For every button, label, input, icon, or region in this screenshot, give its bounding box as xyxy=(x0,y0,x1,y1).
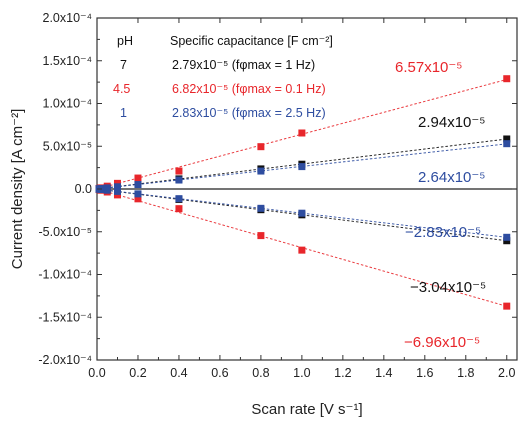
x-tick-label: 1.6 xyxy=(416,366,433,380)
data-point-ph-1-anodic xyxy=(298,163,306,171)
x-tick-label: 1.0 xyxy=(293,366,310,380)
legend-ph-7: 7 xyxy=(120,58,127,72)
slope-label-ph-4-5-anodic: 6.57x10⁻⁵ xyxy=(395,59,463,76)
data-point-ph-4-5-cathodic xyxy=(257,232,265,240)
slope-label-ph-4-5-cathodic: −6.96x10⁻⁵ xyxy=(404,334,480,351)
x-axis-title: Scan rate [V s⁻¹] xyxy=(251,401,362,418)
data-point-ph-4-5-anodic xyxy=(175,167,183,175)
slope-label-ph-1-cathodic: −2.83x10⁻⁵ xyxy=(405,224,481,241)
data-point-ph-4-5-anodic xyxy=(298,129,306,137)
data-point-ph-1-cathodic xyxy=(503,233,511,241)
data-point-ph-1-anodic xyxy=(113,183,121,191)
fit-line-ph-1-cathodic xyxy=(96,188,507,238)
data-point-ph-1-cathodic xyxy=(97,186,105,194)
data-point-ph-4-5-anodic xyxy=(503,75,511,83)
data-points xyxy=(95,75,511,310)
data-point-ph-4-5-cathodic xyxy=(175,205,183,213)
fit-line-ph-1-anodic xyxy=(96,143,507,190)
x-tick-label: 1.4 xyxy=(375,366,392,380)
legend-cap-ph-7: 2.79x10⁻⁵ (fφmax = 1 Hz) xyxy=(172,58,315,72)
x-tick-label: 0.6 xyxy=(211,366,228,380)
data-point-ph-1-anodic xyxy=(257,167,265,175)
y-axis-title: Current density [A cm⁻²] xyxy=(9,109,26,269)
data-point-ph-4-5-anodic xyxy=(257,143,265,151)
y-tick-label: -1.0x10⁻⁴ xyxy=(38,268,92,282)
x-tick-label: 0.0 xyxy=(88,366,105,380)
legend-header-ph: pH xyxy=(117,34,133,48)
y-tick-label: -2.0x10⁻⁴ xyxy=(38,353,92,367)
slope-label-ph-1-anodic: 2.64x10⁻⁵ xyxy=(418,169,486,186)
data-point-ph-1-anodic xyxy=(134,181,142,189)
y-tick-label: 5.0x10⁻⁵ xyxy=(43,139,92,153)
legend-header-capacitance: Specific capacitance [F cm⁻²] xyxy=(170,34,333,48)
y-tick-label: 2.0x10⁻⁴ xyxy=(43,11,93,25)
x-tick-label: 0.2 xyxy=(129,366,146,380)
data-point-ph-4-5-cathodic xyxy=(298,246,306,254)
axis-ticks: 0.0 0.2 0.4 0.6 0.8 1.0 1.2 1.4 1.6 1.8 2.0 2.0x10⁻… xyxy=(38,11,517,380)
data-point-ph-4-5-cathodic xyxy=(113,191,121,199)
data-point-ph-1-cathodic xyxy=(257,204,265,212)
legend: pH Specific capacitance [F cm⁻²] 7 2.79x… xyxy=(113,34,333,120)
legend-ph-1: 1 xyxy=(120,106,127,120)
legend-cap-ph-1: 2.83x10⁻⁵ (fφmax = 2.5 Hz) xyxy=(172,106,326,120)
y-tick-label: 1.0x10⁻⁴ xyxy=(43,97,93,111)
legend-ph-4-5: 4.5 xyxy=(113,82,130,96)
data-point-ph-7-anodic xyxy=(503,135,511,143)
y-tick-label: 1.5x10⁻⁴ xyxy=(43,54,93,68)
y-tick-label: -1.5x10⁻⁴ xyxy=(38,310,92,324)
slope-label-ph-7-cathodic: −3.04x10⁻⁵ xyxy=(410,279,486,296)
data-point-ph-1-cathodic xyxy=(103,186,111,194)
data-point-ph-4-5-anodic xyxy=(134,174,142,182)
y-tick-label: 0.0 xyxy=(75,182,92,196)
x-tick-label: 0.8 xyxy=(252,366,269,380)
fit-line-ph-7-cathodic xyxy=(96,188,507,242)
fit-line-ph-7-anodic xyxy=(96,138,507,190)
x-tick-label: 1.8 xyxy=(457,366,474,380)
data-point-ph-1-cathodic xyxy=(134,190,142,198)
data-point-ph-1-cathodic xyxy=(175,195,183,203)
data-point-ph-4-5-cathodic xyxy=(134,195,142,203)
x-tick-label: 0.4 xyxy=(170,366,187,380)
x-tick-label: 1.2 xyxy=(334,366,351,380)
data-point-ph-1-cathodic xyxy=(298,209,306,217)
legend-cap-ph-4-5: 6.82x10⁻⁵ (fφmax = 0.1 Hz) xyxy=(172,82,326,96)
data-point-ph-1-cathodic xyxy=(113,187,121,195)
data-point-ph-4-5-cathodic xyxy=(503,302,511,310)
data-point-ph-1-anodic xyxy=(175,176,183,184)
x-tick-label: 2.0 xyxy=(498,366,515,380)
data-point-ph-1-anodic xyxy=(503,140,511,148)
y-tick-label: -5.0x10⁻⁵ xyxy=(39,225,92,239)
slope-label-ph-7-anodic: 2.94x10⁻⁵ xyxy=(418,114,486,131)
